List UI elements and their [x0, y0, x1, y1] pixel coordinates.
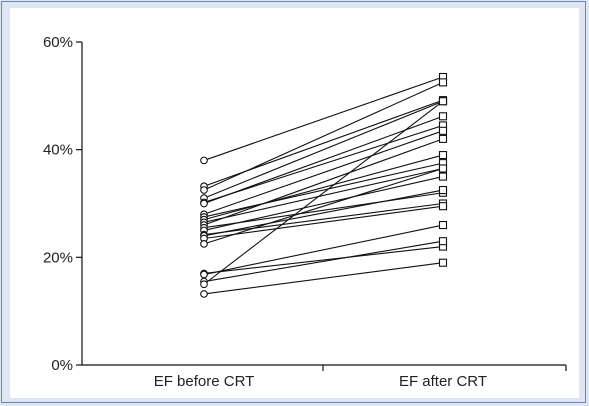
- patient-line: [203, 76, 444, 161]
- before-point: [200, 290, 208, 298]
- patient-line: [203, 189, 444, 237]
- after-point: [438, 258, 448, 267]
- after-point: [438, 151, 448, 160]
- y-tick-label: 40%: [43, 142, 73, 159]
- after-point: [438, 78, 448, 87]
- after-point: [438, 112, 448, 121]
- after-point: [438, 134, 448, 143]
- plot-panel: [10, 8, 579, 398]
- x-ticks: EF before CRT EF after CRT: [154, 365, 567, 390]
- x-category-label: EF before CRT: [154, 373, 255, 390]
- patient-line: [203, 138, 444, 226]
- after-point: [438, 237, 448, 246]
- before-point: [200, 156, 208, 165]
- patient-line: [203, 100, 444, 285]
- patient-line: [203, 262, 444, 295]
- after-point: [438, 164, 448, 173]
- patient-line: [203, 176, 444, 231]
- patient-line: [203, 246, 444, 275]
- x-category-label: EF after CRT: [399, 373, 487, 390]
- patient-line: [203, 224, 444, 276]
- after-point: [438, 97, 448, 106]
- patient-line: [203, 154, 444, 221]
- patient-line: [203, 162, 444, 218]
- after-point: [438, 202, 448, 211]
- y-tick-label: 20%: [43, 249, 73, 266]
- patient-line: [203, 167, 444, 245]
- before-point: [200, 280, 208, 289]
- after-point: [438, 126, 448, 135]
- patient-line: [203, 100, 444, 199]
- before-point: [200, 240, 208, 248]
- patient-line: [203, 167, 444, 223]
- patient-line: [203, 240, 444, 283]
- patient-line: [203, 202, 444, 236]
- y-ticks: 0% 20% 40% 60%: [43, 34, 82, 374]
- y-tick-label: 60%: [43, 34, 73, 51]
- before-point: [200, 186, 208, 194]
- patient-line: [203, 205, 444, 240]
- after-point: [438, 220, 448, 230]
- patient-line: [203, 115, 444, 205]
- y-tick-label: 0%: [51, 357, 73, 374]
- series-lines: [203, 76, 444, 295]
- before-point: [200, 270, 208, 279]
- after-point: [438, 172, 448, 181]
- after-point: [438, 185, 448, 195]
- patient-line: [203, 130, 444, 215]
- before-point: [200, 199, 208, 208]
- markers: [200, 72, 448, 298]
- patient-line: [203, 124, 444, 203]
- patient-line: [203, 81, 444, 191]
- axes: 0% 20% 40% 60% EF before CRT EF after CRT: [43, 34, 567, 390]
